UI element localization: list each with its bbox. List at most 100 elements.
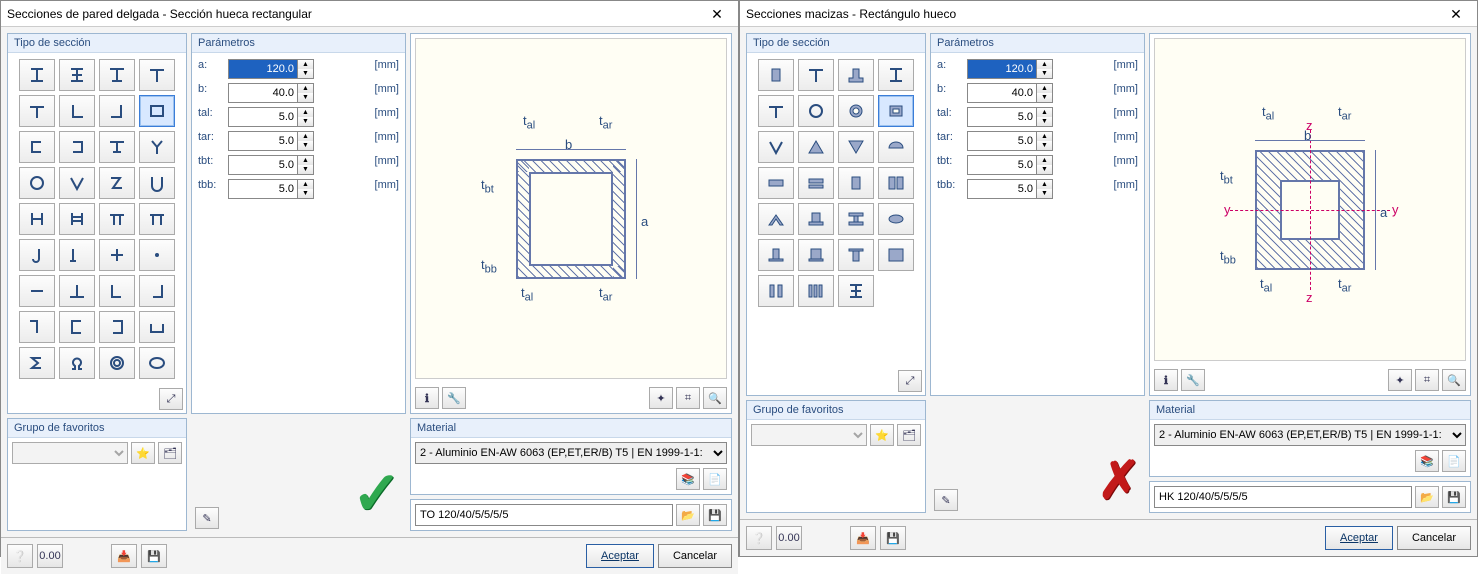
param-input-0[interactable]: ▲▼ bbox=[228, 59, 371, 79]
shape-J2[interactable] bbox=[59, 239, 95, 271]
shape-Rh[interactable] bbox=[878, 95, 914, 127]
props-icon[interactable]: 🔧 bbox=[442, 387, 466, 409]
open-icon[interactable]: 📂 bbox=[1415, 486, 1439, 508]
param-field-5[interactable] bbox=[228, 179, 298, 199]
shape-C3[interactable] bbox=[59, 311, 95, 343]
spinner-arrows[interactable]: ▲▼ bbox=[1037, 107, 1053, 127]
shape-Pi[interactable] bbox=[99, 203, 135, 235]
param-field-1[interactable] bbox=[228, 83, 298, 103]
spinner-arrows[interactable]: ▲▼ bbox=[1037, 179, 1053, 199]
shape-T[interactable] bbox=[139, 59, 175, 91]
spinner-arrows[interactable]: ▲▼ bbox=[298, 155, 314, 175]
shape-I[interactable] bbox=[878, 59, 914, 91]
shape-S4[interactable] bbox=[878, 167, 914, 199]
shape-T3[interactable] bbox=[99, 131, 135, 163]
shape-el[interactable] bbox=[878, 203, 914, 235]
shape-S7[interactable] bbox=[838, 239, 874, 271]
shape-Sg[interactable] bbox=[19, 347, 55, 379]
material-lib-icon[interactable]: 📚 bbox=[676, 468, 700, 490]
axis-icon[interactable]: ✦ bbox=[1388, 369, 1412, 391]
pick-icon[interactable]: ✎ bbox=[195, 507, 219, 529]
spinner-arrows[interactable]: ▲▼ bbox=[1037, 59, 1053, 79]
shape-S5[interactable] bbox=[758, 239, 794, 271]
param-field-0[interactable] bbox=[967, 59, 1037, 79]
help-icon[interactable]: ❔ bbox=[7, 544, 33, 568]
shape-Hm[interactable] bbox=[878, 131, 914, 163]
param-input-2[interactable]: ▲▼ bbox=[228, 107, 371, 127]
material-select[interactable]: 2 - Aluminio EN-AW 6063 (EP,ET,ER/B) T5 … bbox=[415, 442, 727, 464]
shape-bb[interactable] bbox=[758, 275, 794, 307]
shape-hT[interactable] bbox=[59, 275, 95, 307]
fav-org-icon[interactable]: 🗂 bbox=[897, 424, 921, 446]
shape-+[interactable] bbox=[99, 239, 135, 271]
shape-L2[interactable] bbox=[99, 95, 135, 127]
spinner-arrows[interactable]: ▲▼ bbox=[298, 179, 314, 199]
param-field-2[interactable] bbox=[967, 107, 1037, 127]
param-input-4[interactable]: ▲▼ bbox=[228, 155, 371, 175]
shape-V[interactable] bbox=[758, 131, 794, 163]
info-icon[interactable]: ℹ bbox=[1154, 369, 1178, 391]
shape-T2[interactable] bbox=[19, 95, 55, 127]
spinner-arrows[interactable]: ▲▼ bbox=[298, 83, 314, 103]
shape-fill[interactable] bbox=[878, 239, 914, 271]
pick-icon[interactable]: ✎ bbox=[934, 489, 958, 511]
shape-A3[interactable] bbox=[838, 203, 874, 235]
help-icon[interactable]: ❔ bbox=[746, 526, 772, 550]
shape-A2[interactable] bbox=[798, 203, 834, 235]
shape-C[interactable] bbox=[19, 131, 55, 163]
shape-Tr[interactable] bbox=[798, 131, 834, 163]
fav-add-icon[interactable]: ⭐ bbox=[870, 424, 894, 446]
zoom-icon[interactable]: 🔍 bbox=[1442, 369, 1466, 391]
open-icon[interactable]: 📂 bbox=[676, 504, 700, 526]
save-icon[interactable]: 💾 bbox=[703, 504, 727, 526]
shape-V[interactable] bbox=[59, 167, 95, 199]
cancel-button[interactable]: Cancelar bbox=[658, 544, 732, 568]
shape-box[interactable] bbox=[139, 95, 175, 127]
info-icon[interactable]: ℹ bbox=[415, 387, 439, 409]
favorites-select[interactable] bbox=[12, 442, 128, 464]
shape-H[interactable] bbox=[19, 203, 55, 235]
shape-S1[interactable] bbox=[758, 167, 794, 199]
shape-Pi2[interactable] bbox=[139, 203, 175, 235]
save-icon[interactable]: 💾 bbox=[1442, 486, 1466, 508]
param-input-2[interactable]: ▲▼ bbox=[967, 107, 1110, 127]
import-icon[interactable]: 📥 bbox=[850, 526, 876, 550]
spinner-arrows[interactable]: ▲▼ bbox=[1037, 155, 1053, 175]
shape-bbb[interactable] bbox=[798, 275, 834, 307]
shape-dot[interactable] bbox=[139, 239, 175, 271]
param-input-1[interactable]: ▲▼ bbox=[228, 83, 371, 103]
section-name-input[interactable] bbox=[415, 504, 673, 526]
props-icon[interactable]: 🔧 bbox=[1181, 369, 1205, 391]
axes-icon[interactable]: ⌗ bbox=[1415, 369, 1439, 391]
expand-icon[interactable]: ⤢ bbox=[898, 370, 922, 392]
spinner-arrows[interactable]: ▲▼ bbox=[298, 107, 314, 127]
shape-J[interactable] bbox=[19, 239, 55, 271]
material-new-icon[interactable]: 📄 bbox=[1442, 450, 1466, 472]
shape-O3[interactable] bbox=[139, 347, 175, 379]
close-icon[interactable]: ✕ bbox=[702, 1, 732, 27]
shape-I3[interactable] bbox=[99, 59, 135, 91]
shape-O2[interactable] bbox=[99, 347, 135, 379]
shape-C5[interactable] bbox=[139, 311, 175, 343]
spinner-arrows[interactable]: ▲▼ bbox=[1037, 83, 1053, 103]
axes-icon[interactable]: ⌗ bbox=[676, 387, 700, 409]
shape-H2[interactable] bbox=[59, 203, 95, 235]
shape-O[interactable] bbox=[19, 167, 55, 199]
param-input-1[interactable]: ▲▼ bbox=[967, 83, 1110, 103]
shape-hJ3[interactable] bbox=[19, 311, 55, 343]
shape-S6[interactable] bbox=[798, 239, 834, 271]
units-icon[interactable]: 0.00 bbox=[37, 544, 63, 568]
spinner-arrows[interactable]: ▲▼ bbox=[298, 59, 314, 79]
param-field-4[interactable] bbox=[228, 155, 298, 175]
shape-S3[interactable] bbox=[838, 167, 874, 199]
shape-Oh[interactable] bbox=[838, 95, 874, 127]
shape-T[interactable] bbox=[798, 59, 834, 91]
param-input-0[interactable]: ▲▼ bbox=[967, 59, 1110, 79]
close-icon[interactable]: ✕ bbox=[1441, 1, 1471, 27]
shape-C4[interactable] bbox=[99, 311, 135, 343]
shape--[interactable] bbox=[19, 275, 55, 307]
param-field-3[interactable] bbox=[967, 131, 1037, 151]
param-field-4[interactable] bbox=[967, 155, 1037, 175]
spinner-arrows[interactable]: ▲▼ bbox=[298, 131, 314, 151]
section-name-input[interactable] bbox=[1154, 486, 1412, 508]
